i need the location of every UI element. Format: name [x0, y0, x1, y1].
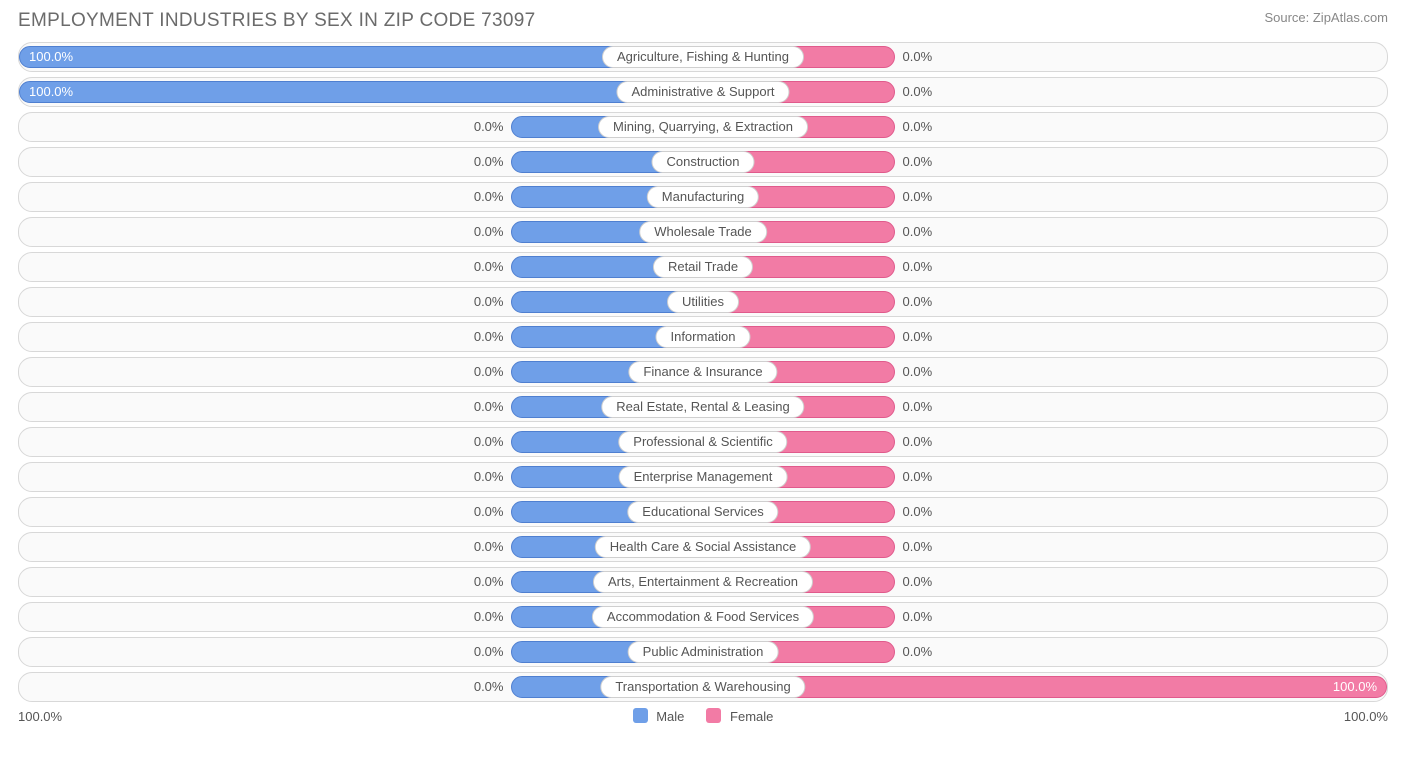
chart-row: 0.0% 0.0% Wholesale Trade [18, 217, 1388, 247]
axis-right-label: 100.0% [1344, 709, 1388, 724]
male-value: 0.0% [474, 393, 504, 421]
chart-row: 0.0% 0.0% Real Estate, Rental & Leasing [18, 392, 1388, 422]
legend-label-female: Female [730, 709, 773, 724]
male-value: 0.0% [474, 323, 504, 351]
chart-row: 0.0% 0.0% Professional & Scientific [18, 427, 1388, 457]
male-value: 0.0% [474, 603, 504, 631]
female-value: 0.0% [903, 568, 933, 596]
chart-row: 0.0% 0.0% Construction [18, 147, 1388, 177]
female-value: 0.0% [903, 603, 933, 631]
male-value: 100.0% [29, 78, 73, 106]
male-value: 0.0% [474, 183, 504, 211]
category-label: Construction [652, 151, 755, 173]
category-label: Health Care & Social Assistance [595, 536, 811, 558]
female-value: 0.0% [903, 183, 933, 211]
chart-row: 0.0% 0.0% Utilities [18, 287, 1388, 317]
female-value: 0.0% [903, 323, 933, 351]
category-label: Mining, Quarrying, & Extraction [598, 116, 808, 138]
category-label: Transportation & Warehousing [600, 676, 805, 698]
category-label: Administrative & Support [616, 81, 789, 103]
female-value: 0.0% [903, 498, 933, 526]
male-value: 0.0% [474, 113, 504, 141]
male-value: 0.0% [474, 638, 504, 666]
female-value: 0.0% [903, 113, 933, 141]
male-bar [19, 46, 703, 68]
female-value: 0.0% [903, 463, 933, 491]
male-value: 0.0% [474, 673, 504, 701]
chart-row: 0.0% 0.0% Arts, Entertainment & Recreation [18, 567, 1388, 597]
chart-row: 0.0% 0.0% Educational Services [18, 497, 1388, 527]
male-value: 0.0% [474, 428, 504, 456]
chart-row: 0.0% 0.0% Retail Trade [18, 252, 1388, 282]
category-label: Educational Services [627, 501, 778, 523]
category-label: Utilities [667, 291, 739, 313]
female-value: 0.0% [903, 533, 933, 561]
chart-source: Source: ZipAtlas.com [1264, 10, 1388, 25]
female-value: 100.0% [1333, 673, 1377, 701]
male-value: 0.0% [474, 358, 504, 386]
male-value: 0.0% [474, 148, 504, 176]
female-value: 0.0% [903, 253, 933, 281]
male-value: 0.0% [474, 498, 504, 526]
male-value: 0.0% [474, 253, 504, 281]
legend-swatch-male [633, 708, 648, 723]
female-value: 0.0% [903, 43, 933, 71]
chart-title: EMPLOYMENT INDUSTRIES BY SEX IN ZIP CODE… [18, 10, 535, 32]
female-value: 0.0% [903, 393, 933, 421]
male-value: 0.0% [474, 463, 504, 491]
axis-left-label: 100.0% [18, 709, 62, 724]
female-value: 0.0% [903, 218, 933, 246]
category-label: Wholesale Trade [639, 221, 767, 243]
chart-row: 0.0% 100.0% Transportation & Warehousing [18, 672, 1388, 702]
category-label: Arts, Entertainment & Recreation [593, 571, 813, 593]
category-label: Information [655, 326, 750, 348]
chart-row: 0.0% 0.0% Mining, Quarrying, & Extraction [18, 112, 1388, 142]
male-value: 0.0% [474, 288, 504, 316]
category-label: Retail Trade [653, 256, 753, 278]
chart-row: 100.0% 0.0% Administrative & Support [18, 77, 1388, 107]
chart-row: 0.0% 0.0% Manufacturing [18, 182, 1388, 212]
category-label: Agriculture, Fishing & Hunting [602, 46, 804, 68]
chart-row: 0.0% 0.0% Finance & Insurance [18, 357, 1388, 387]
legend-label-male: Male [656, 709, 684, 724]
chart-legend: Male Female [633, 708, 774, 724]
chart-row: 0.0% 0.0% Public Administration [18, 637, 1388, 667]
category-label: Finance & Insurance [628, 361, 777, 383]
chart-row: 0.0% 0.0% Accommodation & Food Services [18, 602, 1388, 632]
male-bar [19, 81, 703, 103]
female-value: 0.0% [903, 288, 933, 316]
female-value: 0.0% [903, 428, 933, 456]
male-value: 0.0% [474, 218, 504, 246]
category-label: Accommodation & Food Services [592, 606, 814, 628]
category-label: Professional & Scientific [618, 431, 787, 453]
male-value: 0.0% [474, 533, 504, 561]
chart-axis: 100.0% Male Female 100.0% [18, 708, 1388, 724]
chart-row: 0.0% 0.0% Enterprise Management [18, 462, 1388, 492]
female-value: 0.0% [903, 358, 933, 386]
legend-swatch-female [706, 708, 721, 723]
category-label: Real Estate, Rental & Leasing [601, 396, 804, 418]
male-value: 0.0% [474, 568, 504, 596]
chart-row: 0.0% 0.0% Information [18, 322, 1388, 352]
category-label: Manufacturing [647, 186, 759, 208]
chart-header: EMPLOYMENT INDUSTRIES BY SEX IN ZIP CODE… [18, 10, 1388, 32]
category-label: Enterprise Management [619, 466, 788, 488]
female-value: 0.0% [903, 78, 933, 106]
category-label: Public Administration [628, 641, 779, 663]
legend-item-female: Female [706, 708, 773, 724]
female-value: 0.0% [903, 148, 933, 176]
male-value: 100.0% [29, 43, 73, 71]
chart-row: 100.0% 0.0% Agriculture, Fishing & Hunting [18, 42, 1388, 72]
diverging-bar-chart: 100.0% 0.0% Agriculture, Fishing & Hunting… [18, 42, 1388, 702]
legend-item-male: Male [633, 708, 685, 724]
female-value: 0.0% [903, 638, 933, 666]
female-bar [703, 676, 1387, 698]
chart-row: 0.0% 0.0% Health Care & Social Assistance [18, 532, 1388, 562]
